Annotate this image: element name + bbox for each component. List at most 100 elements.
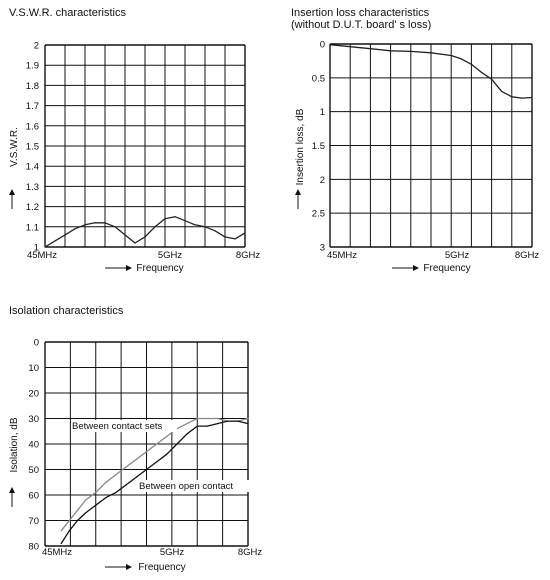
insertion-loss-y-tick-label: 2.5 [312, 209, 325, 220]
insertion-loss-y-tick-label: 1.5 [312, 141, 325, 152]
insertion-loss-data-point [349, 46, 351, 48]
vswr-data-point [194, 224, 196, 226]
insertion-loss-data-point [521, 97, 523, 99]
vswr-x-axis-label: Frequency [136, 263, 183, 274]
isolation-data-point [105, 481, 107, 483]
isolation-data-point [237, 420, 239, 422]
insertion-loss-y-tick-label: 0 [320, 40, 325, 51]
vswr-y-arrow-head [9, 189, 15, 195]
insertion-loss-title: Insertion loss characteristics [291, 7, 430, 19]
vswr-y-tick-label: 1.7 [26, 101, 39, 112]
vswr-data-point [234, 238, 236, 240]
isolation-data-point [85, 512, 87, 514]
insertion-loss-x-arrow-head [413, 265, 419, 271]
insertion-loss-data-point [470, 63, 472, 65]
isolation-data-point [135, 476, 137, 478]
isolation-y-tick-label: 20 [28, 389, 39, 400]
vswr-y-tick-label: 1.8 [26, 81, 39, 92]
isolation-title: Isolation characteristics [9, 305, 124, 317]
vswr-x-tick-label: 5GHz [158, 250, 183, 261]
isolation-data-point [176, 443, 178, 445]
vswr-data-point [204, 226, 206, 228]
isolation-data-point [166, 453, 168, 455]
isolation-data-point [196, 417, 198, 420]
isolation-data-point [156, 443, 158, 445]
insertion-loss-data-point [369, 48, 371, 50]
insertion-loss-y-tick-label: 0.5 [312, 73, 325, 84]
isolation-x-arrow-head [126, 564, 132, 570]
insertion-loss-y-tick-label: 1 [320, 107, 325, 118]
isolation-data-point [105, 497, 107, 499]
insertion-loss-data-point [480, 71, 483, 73]
insertion-loss-x-tick-label: 8GHz [515, 250, 540, 261]
isolation-y-tick-label: 80 [28, 542, 39, 553]
isolation-data-point [125, 484, 127, 486]
vswr-y-tick-label: 1.6 [26, 121, 39, 132]
insertion-loss-y-tick-label: 3 [320, 243, 325, 254]
isolation-data-point [135, 458, 137, 460]
vswr-x-arrow-head [126, 265, 132, 271]
vswr-y-tick-label: 1 [34, 243, 39, 254]
vswr-data-point [44, 246, 46, 248]
vswr-title: V.S.W.R. characteristics [9, 7, 126, 19]
isolation-data-point [60, 530, 62, 532]
isolation-x-tick-label: 5GHz [160, 547, 185, 558]
isolation-y-tick-label: 0 [34, 338, 39, 349]
insertion-loss-data-point [491, 78, 493, 80]
vswr-y-tick-label: 1.3 [26, 182, 39, 193]
isolation-data-point [76, 519, 79, 522]
isolation-data-point [145, 468, 148, 471]
isolation-data-point [68, 530, 70, 532]
isolation-data-point [145, 451, 148, 453]
isolation-x-tick-label: 8GHz [238, 547, 263, 558]
vswr-data-point [54, 240, 56, 242]
vswr-data-point [144, 236, 146, 238]
isolation-data-point [156, 461, 158, 463]
insertion-loss-data-point [531, 96, 533, 99]
vswr-data-point [74, 228, 76, 230]
vswr-y-tick-label: 2 [34, 41, 39, 52]
insertion-loss-data-point [450, 54, 452, 57]
isolation-data-point [186, 423, 188, 425]
vswr-data-point [134, 242, 136, 244]
vswr-data-point [184, 220, 186, 222]
isolation-y-tick-label: 10 [28, 363, 39, 374]
vswr-x-tick-label: 45MHz [27, 250, 57, 261]
vswr-y-tick-label: 1.2 [26, 202, 39, 213]
vswr-y-tick-label: 1.4 [26, 162, 39, 173]
isolation-y-tick-label: 60 [28, 491, 39, 502]
isolation-data-point [60, 542, 62, 545]
insertion-loss-x-tick-label: 5GHz [445, 250, 470, 261]
vswr-data-point [84, 224, 86, 226]
isolation-data-point [68, 519, 70, 522]
vswr-y-tick-label: 1.9 [26, 61, 39, 72]
insertion-loss-data-point [430, 52, 432, 54]
insertion-loss-subtitle: (without D.U.T. board' s loss) [291, 19, 432, 31]
insertion-loss-y-axis-label: Insertion loss, dB [295, 108, 306, 185]
insertion-loss-data-point [390, 50, 392, 52]
vswr-data-point [104, 222, 106, 224]
insertion-loss-data-point [501, 90, 503, 92]
isolation-data-point [95, 504, 97, 506]
insertion-loss-data-point [410, 50, 412, 53]
vswr-data-point [164, 218, 166, 220]
isolation-series-line [60, 420, 249, 544]
isolation-data-point [206, 425, 208, 427]
isolation-data-point [186, 433, 188, 435]
isolation-data-point [115, 491, 117, 493]
insertion-loss-x-axis-label: Frequency [423, 263, 470, 274]
vswr-data-point [154, 226, 156, 228]
isolation-x-tick-label: 45MHz [42, 547, 72, 558]
vswr-y-axis-label: V.S.W.R. [9, 127, 20, 167]
isolation-data-point [85, 499, 87, 501]
isolation-data-point [227, 420, 229, 422]
isolation-data-point [76, 509, 79, 511]
isolation-annotation-bg [71, 420, 177, 432]
insertion-loss-data-point [329, 44, 331, 46]
vswr-y-tick-label: 1.1 [26, 222, 39, 233]
isolation-data-point [247, 417, 249, 420]
vswr-data-point [174, 216, 176, 218]
isolation-annotation-label: Between contact sets [72, 421, 163, 432]
isolation-x-axis-label: Frequency [138, 562, 185, 573]
